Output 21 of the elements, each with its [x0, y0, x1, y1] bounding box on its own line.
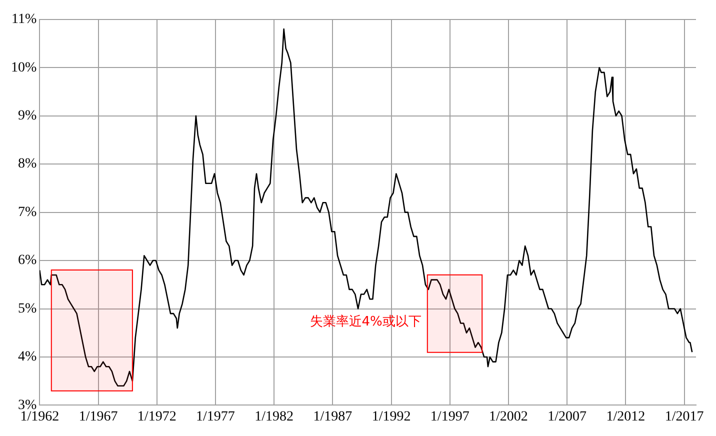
x-tick-label: 1/2002 [489, 409, 528, 424]
y-tick-label: 4% [18, 350, 37, 365]
x-tick-label: 1/2007 [548, 409, 587, 424]
y-tick-label: 10% [10, 60, 37, 76]
x-tick-label: 1/1967 [78, 409, 118, 424]
y-tick-label: 6% [18, 253, 37, 268]
x-tick-label: 1/1982 [254, 409, 294, 424]
y-tick-label: 11% [12, 12, 37, 28]
y-tick-label: 7% [18, 204, 37, 220]
band-label: 失業率近4%或以下 [310, 314, 422, 330]
x-tick-label: 1/1987 [313, 409, 352, 424]
x-tick-label: 1/2012 [606, 409, 646, 424]
x-tick-label: 1/1992 [372, 409, 411, 424]
y-tick-label: 5% [18, 301, 37, 316]
x-tick-label: 1/1962 [20, 409, 60, 424]
y-tick-label: 8% [18, 156, 37, 172]
y-tick-label: 9% [18, 108, 37, 124]
x-tick-label: 1/1972 [137, 409, 176, 424]
x-tick-label: 1/1977 [196, 409, 235, 424]
x-tick-label: 1/2017 [664, 409, 704, 424]
x-tick-label: 1/1997 [430, 409, 470, 424]
